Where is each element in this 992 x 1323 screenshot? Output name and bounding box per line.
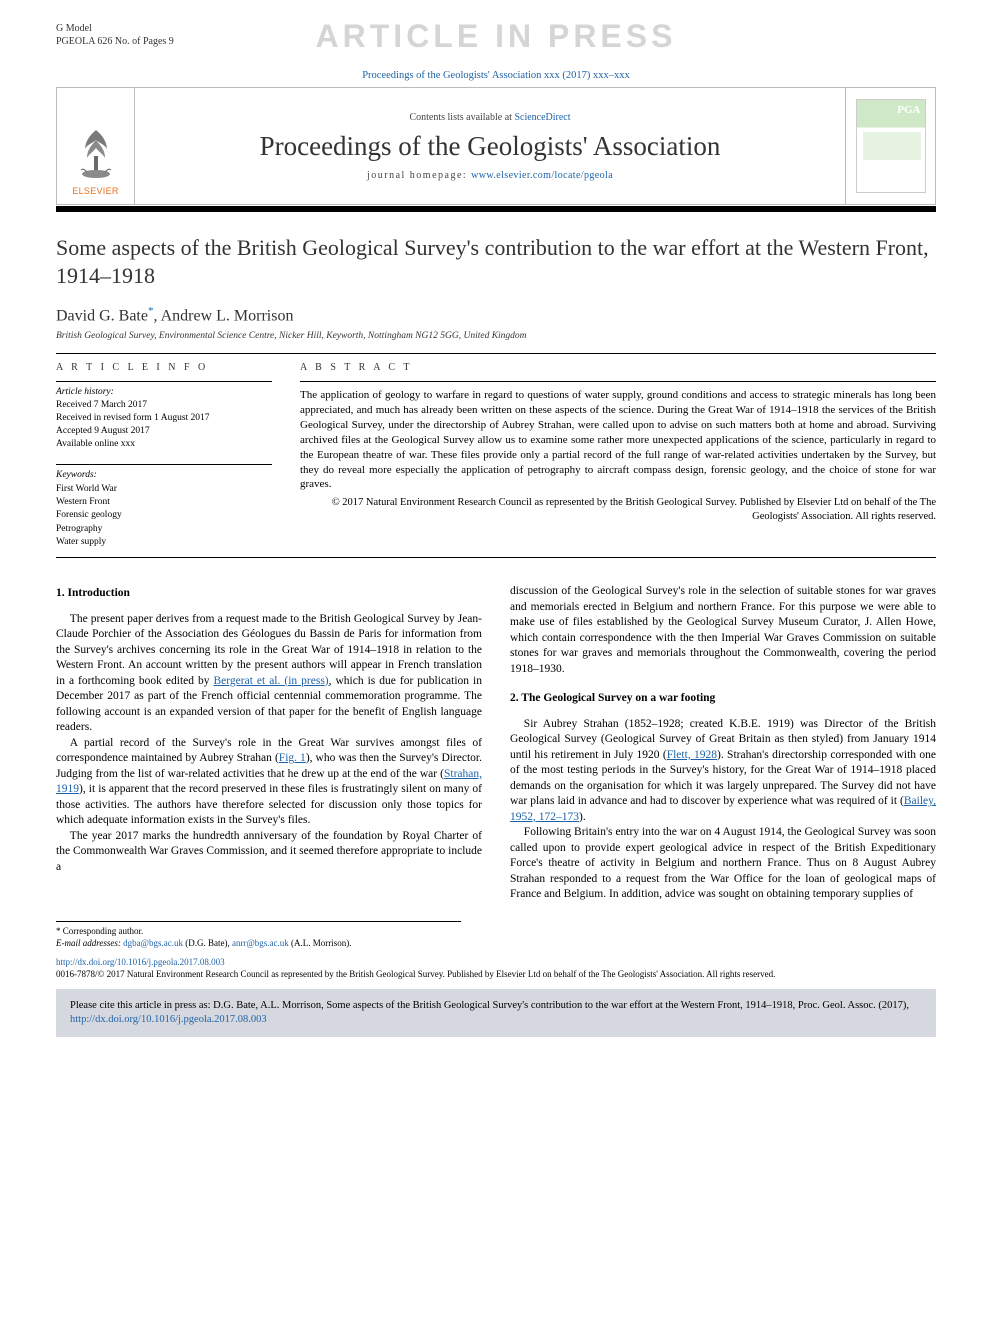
journal-cover-icon [856, 99, 926, 193]
citation-link[interactable]: Bergerat et al. (in press) [214, 675, 329, 687]
history-item: Available online xxx [56, 438, 272, 451]
abstract-copyright: © 2017 Natural Environment Research Coun… [300, 496, 936, 523]
history-item: Received 7 March 2017 [56, 399, 272, 412]
banner-center: Contents lists available at ScienceDirec… [135, 88, 845, 204]
cover-thumb-block [845, 88, 935, 204]
article-in-press-watermark: ARTICLE IN PRESS [316, 18, 677, 55]
contents-line: Contents lists available at ScienceDirec… [409, 112, 570, 123]
body-paragraph: A partial record of the Survey's role in… [56, 736, 482, 829]
keyword: Western Front [56, 496, 272, 509]
info-abstract-grid: A R T I C L E I N F O Article history: R… [56, 362, 936, 558]
body-paragraph: The year 2017 marks the hundredth annive… [56, 829, 482, 876]
footnotes-block: * Corresponding author. E-mail addresses… [56, 921, 461, 949]
page-container: G Model PGEOLA 626 No. of Pages 9 ARTICL… [0, 0, 992, 1323]
email-name: (D.G. Bate), [183, 938, 232, 948]
body-paragraph: The present paper derives from a request… [56, 612, 482, 736]
journal-homepage-line: journal homepage: www.elsevier.com/locat… [367, 170, 613, 181]
article-info-head: A R T I C L E I N F O [56, 362, 272, 373]
journal-banner: ELSEVIER Contents lists available at Sci… [56, 87, 936, 205]
keyword: Petrography [56, 523, 272, 536]
elsevier-tree-icon [71, 126, 121, 182]
history-label: Article history: [56, 386, 272, 399]
author-list: David G. Bate*, Andrew L. Morrison [56, 305, 936, 325]
keyword: First World War [56, 483, 272, 496]
keywords-label: Keywords: [56, 469, 272, 482]
thick-rule [56, 206, 936, 212]
body-paragraph: Sir Aubrey Strahan (1852–1928; created K… [510, 717, 936, 826]
author-2: , Andrew L. Morrison [153, 307, 293, 324]
sciencedirect-link[interactable]: ScienceDirect [514, 112, 570, 123]
gmodel-line1: G Model [56, 22, 174, 35]
figure-link[interactable]: Fig. 1 [279, 752, 306, 764]
abstract-head: A B S T R A C T [300, 362, 936, 373]
keywords-block: Keywords: First World War Western Front … [56, 464, 272, 549]
email-link[interactable]: anrr@bgs.ac.uk [232, 938, 289, 948]
corresponding-author-note: * Corresponding author. [56, 925, 461, 937]
body-text: ), it is apparent that the record preser… [56, 783, 482, 826]
email-link[interactable]: dgba@bgs.ac.uk [123, 938, 183, 948]
abstract-text: The application of geology to warfare in… [300, 381, 936, 492]
keyword: Water supply [56, 536, 272, 549]
contents-prefix: Contents lists available at [409, 112, 514, 123]
body-paragraph: Following Britain's entry into the war o… [510, 825, 936, 903]
gmodel-line2: PGEOLA 626 No. of Pages 9 [56, 35, 174, 48]
citation-link[interactable]: Flett, 1928 [667, 749, 717, 761]
email-line: E-mail addresses: dgba@bgs.ac.uk (D.G. B… [56, 937, 461, 949]
paper-title: Some aspects of the British Geological S… [56, 234, 936, 289]
rule-above-abstract [56, 353, 936, 354]
emails-label: E-mail addresses: [56, 938, 123, 948]
article-history: Article history: Received 7 March 2017 R… [56, 381, 272, 450]
body-paragraph: discussion of the Geological Survey's ro… [510, 584, 936, 677]
section-1-title: 1. Introduction [56, 586, 482, 602]
journal-title: Proceedings of the Geologists' Associati… [260, 131, 721, 162]
homepage-prefix: journal homepage: [367, 170, 471, 181]
body-two-column: 1. Introduction The present paper derive… [56, 584, 936, 903]
cite-box-doi-link[interactable]: http://dx.doi.org/10.1016/j.pgeola.2017.… [70, 1014, 267, 1025]
history-item: Accepted 9 August 2017 [56, 425, 272, 438]
keyword: Forensic geology [56, 509, 272, 522]
cite-box-text: Please cite this article in press as: D.… [70, 1000, 909, 1011]
issn-copyright-line: 0016-7878/© 2017 Natural Environment Res… [56, 969, 936, 981]
elsevier-label: ELSEVIER [72, 186, 118, 196]
article-info-column: A R T I C L E I N F O Article history: R… [56, 362, 272, 549]
history-item: Received in revised form 1 August 2017 [56, 412, 272, 425]
journal-homepage-link[interactable]: www.elsevier.com/locate/pgeola [471, 170, 613, 181]
email-name: (A.L. Morrison). [289, 938, 352, 948]
body-text: ). [579, 811, 586, 823]
affiliation: British Geological Survey, Environmental… [56, 331, 936, 341]
elsevier-logo-block: ELSEVIER [57, 88, 135, 204]
author-1: David G. Bate [56, 307, 148, 324]
abstract-column: A B S T R A C T The application of geolo… [300, 362, 936, 549]
gmodel-block: G Model PGEOLA 626 No. of Pages 9 [56, 22, 174, 48]
section-2-title: 2. The Geological Survey on a war footin… [510, 691, 936, 707]
running-citation: Proceedings of the Geologists' Associati… [56, 70, 936, 81]
doi-block: http://dx.doi.org/10.1016/j.pgeola.2017.… [56, 957, 936, 980]
please-cite-box: Please cite this article in press as: D.… [56, 989, 936, 1037]
doi-link[interactable]: http://dx.doi.org/10.1016/j.pgeola.2017.… [56, 957, 225, 967]
